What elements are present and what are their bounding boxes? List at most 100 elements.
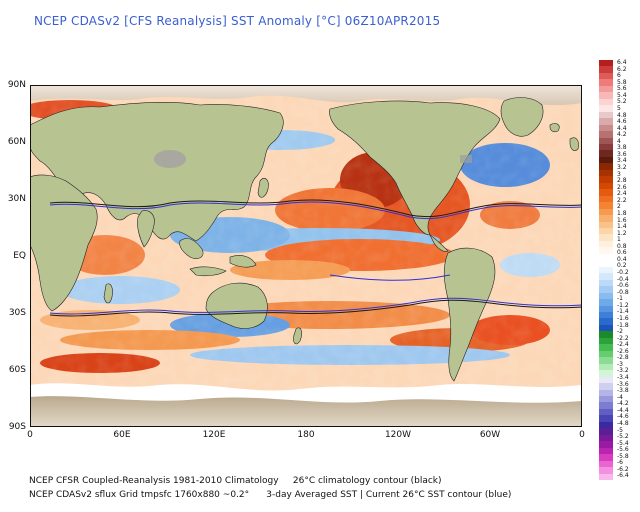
colorbar-tick-label: -5.2 [617,433,629,441]
colorbar-tick-label: 2.2 [617,196,627,204]
lon-label-0-left: 0 [27,430,33,440]
colorbar-tick-label: 6.2 [617,65,627,73]
colorbar-segment [599,72,613,80]
colorbar-tick-label: -0.6 [617,282,629,290]
colorbar-tick-label: 4.4 [617,124,627,132]
lat-label-90n: 90N [7,80,26,90]
colorbar [599,60,613,481]
colorbar-tick-label: -2.2 [617,334,629,342]
colorbar-tick-label: 5 [617,104,621,112]
colorbar-segment [599,428,613,436]
colorbar-segment [599,357,613,365]
colorbar-tick-label: 4.6 [617,118,627,126]
colorbar-tick-label: 0.6 [617,249,627,257]
colorbar-tick-label: 2.8 [617,177,627,185]
colorbar-segment [599,370,613,378]
colorbar-tick-label: 3.8 [617,144,627,152]
colorbar-segment [599,169,613,177]
colorbar-tick-label: 3.4 [617,157,627,165]
colorbar-segment [599,434,613,442]
colorbar-tick-label: 5.8 [617,78,627,86]
colorbar-segment [599,467,613,475]
colorbar-segment [599,266,613,274]
lat-label-60n: 60N [7,137,26,147]
colorbar-tick-label: -1 [617,295,623,303]
colorbar-segment [599,195,613,203]
colorbar-tick-label: 1.8 [617,209,627,217]
colorbar-segment [599,221,613,229]
colorbar-segment [599,202,613,210]
colorbar-segment [599,421,613,429]
colorbar-segment [599,415,613,423]
colorbar-segment [599,363,613,371]
colorbar-tick-label: 2.4 [617,190,627,198]
colorbar-tick-label: 2.6 [617,183,627,191]
colorbar-segment [599,473,613,481]
colorbar-segment [599,98,613,106]
lon-label-0-right: 0 [579,430,585,440]
colorbar-tick-label: 1.2 [617,229,627,237]
colorbar-segment [599,105,613,113]
map-title: NCEP CDASv2 [CFS Reanalysis] SST Anomaly… [34,14,441,28]
colorbar-tick-label: -5.4 [617,439,629,447]
lat-label-90s: 90S [8,422,26,432]
colorbar-tick-label: -2.4 [617,341,629,349]
colorbar-tick-label: 4.2 [617,131,627,139]
colorbar-segment [599,331,613,339]
colorbar-segment [599,240,613,248]
colorbar-tick-label: 3.2 [617,164,627,171]
colorbar-tick-label: 1.6 [617,216,627,224]
lat-label-30n: 30N [7,194,26,204]
colorbar-segment [599,150,613,158]
colorbar-tick-label: -0.2 [617,269,629,276]
colorbar-tick-label: -1.2 [617,301,629,309]
lon-label-60w: 60W [479,430,501,440]
colorbar-segment [599,402,613,410]
colorbar-segment [599,92,613,100]
colorbar-segment [599,441,613,449]
colorbar-segment [599,389,613,397]
colorbar-segment [599,163,613,171]
colorbar-tick-label: -5.6 [617,446,629,454]
colorbar-tick-label: -2.6 [617,347,629,355]
colorbar-segment [599,111,613,119]
sst-anomaly-map [30,85,582,427]
lat-label-30s: 30S [8,308,26,318]
colorbar-tick-label: -1.6 [617,314,629,322]
colorbar-tick-label: -1.8 [617,321,629,329]
lon-label-180: 180 [297,430,315,440]
lon-label-120w: 120W [384,430,412,440]
colorbar-segment [599,350,613,358]
colorbar-tick-label: -4.2 [617,400,629,408]
colorbar-tick-label: -6.2 [617,465,629,473]
colorbar-segment [599,85,613,93]
colorbar-segment [599,408,613,416]
colorbar-tick-label: -4.4 [617,406,629,414]
colorbar-segment [599,273,613,281]
colorbar-segment [599,460,613,468]
colorbar-segment [599,247,613,255]
colorbar-tick-label: -3.8 [617,387,629,395]
colorbar-segment [599,260,613,268]
lat-label-eq: EQ [13,251,26,261]
colorbar-tick-label: 0.2 [617,262,627,270]
colorbar-tick-label: -2 [617,328,623,336]
colorbar-tick-label: -1.4 [617,308,629,316]
colorbar-segment [599,286,613,294]
colorbar-segment [599,318,613,326]
colorbar-segment [599,292,613,300]
footer-line-1: NCEP CFSR Coupled-Reanalysis 1981-2010 C… [29,476,442,486]
colorbar-tick-label: -5.8 [617,452,629,460]
colorbar-segment [599,137,613,145]
colorbar-segment [599,215,613,223]
colorbar-segment [599,66,613,74]
colorbar-segment [599,176,613,184]
colorbar-tick-label: -3.2 [617,367,629,375]
colorbar-tick-label: 0.8 [617,242,627,250]
colorbar-tick-label: -6.4 [617,472,629,480]
colorbar-segment [599,234,613,242]
colorbar-segment [599,344,613,352]
colorbar-segment [599,396,613,403]
colorbar-tick-label: 2 [617,203,621,211]
colorbar-tick-label: -5 [617,426,623,434]
